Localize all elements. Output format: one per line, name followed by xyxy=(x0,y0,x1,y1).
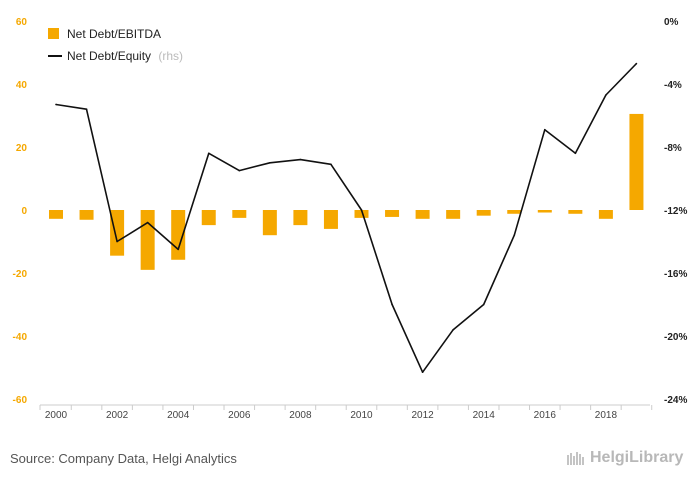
chart: 60 40 20 0 -20 -40 -60 0% -4% -8% -12% -16% -20% -24%… xyxy=(13,17,688,421)
point-net-debt-equity xyxy=(391,303,393,306)
point-net-debt-equity xyxy=(207,152,210,155)
point-net-debt-equity xyxy=(574,152,577,155)
y-left-tick-label: -40 xyxy=(13,332,28,343)
bar-net-debt-ebitda xyxy=(262,210,277,236)
point-net-debt-equity xyxy=(116,240,118,243)
x-tick-label: 2018 xyxy=(595,410,618,421)
point-net-debt-equity xyxy=(544,128,546,131)
line-group xyxy=(55,62,638,374)
x-tick-label: 2012 xyxy=(411,410,434,421)
bar-net-debt-ebitda xyxy=(415,210,430,219)
x-tick-label: 2016 xyxy=(534,410,557,421)
bar-net-debt-ebitda xyxy=(507,210,522,214)
legend-label-bar: Net Debt/EBITDA xyxy=(67,27,161,41)
bar-net-debt-ebitda xyxy=(568,210,583,214)
point-net-debt-equity xyxy=(605,94,607,96)
legend-label-line-name: Net Debt/Equity xyxy=(67,49,151,63)
axes: 60 40 20 0 -20 -40 -60 0% -4% -8% -12% -16% -20% -24%… xyxy=(13,17,688,421)
y-left-tick-label: 40 xyxy=(16,80,28,91)
point-net-debt-equity xyxy=(269,161,271,164)
point-net-debt-equity xyxy=(421,371,424,374)
y-right-tick-label: -24% xyxy=(664,395,687,406)
y-left-tick-label: -60 xyxy=(13,395,28,406)
x-tick-label: 2000 xyxy=(45,410,68,421)
point-net-debt-equity xyxy=(635,62,638,65)
point-net-debt-equity xyxy=(177,248,179,251)
bar-net-debt-ebitda xyxy=(232,210,247,218)
bar-net-debt-ebitda xyxy=(323,210,338,229)
bar-net-debt-ebitda xyxy=(598,210,613,219)
x-tick-label: 2004 xyxy=(167,410,190,421)
bar-net-debt-ebitda xyxy=(354,210,369,218)
source-note: Source: Company Data, Helgi Analytics xyxy=(10,451,237,466)
point-net-debt-equity xyxy=(513,234,516,236)
bar-net-debt-ebitda xyxy=(79,210,94,220)
x-tick-label: 2006 xyxy=(228,410,251,421)
y-left-tick-label: -20 xyxy=(13,269,28,280)
library-icon xyxy=(567,452,584,465)
point-net-debt-equity xyxy=(146,221,149,224)
x-tick-label: 2014 xyxy=(473,410,496,421)
y-right-tick-label: -20% xyxy=(664,332,687,343)
point-net-debt-equity xyxy=(85,108,88,110)
line-net-debt-equity xyxy=(55,62,638,374)
y-left-tick-label: 60 xyxy=(16,17,28,28)
point-net-debt-equity xyxy=(360,209,363,211)
legend-swatch-bar xyxy=(48,28,59,39)
point-net-debt-equity xyxy=(452,328,454,331)
bar-net-debt-ebitda xyxy=(110,210,125,256)
y-right-tick-label: 0% xyxy=(664,17,679,28)
legend-label-line: Net Debt/Equity (rhs) xyxy=(67,49,183,63)
bar-net-debt-ebitda xyxy=(629,113,644,210)
point-net-debt-equity xyxy=(330,163,332,166)
point-net-debt-equity xyxy=(238,169,241,172)
x-tick-label: 2008 xyxy=(289,410,312,421)
y-right-tick-label: -8% xyxy=(664,143,682,154)
bar-net-debt-ebitda xyxy=(49,210,63,219)
legend-label-line-suffix: (rhs) xyxy=(158,49,183,63)
legend: Net Debt/EBITDA Net Debt/Equity (rhs) xyxy=(48,27,183,63)
bars-group xyxy=(49,113,644,270)
brand-text: HelgiLibrary xyxy=(590,449,684,466)
bar-net-debt-ebitda xyxy=(385,210,400,217)
bar-net-debt-ebitda xyxy=(537,210,552,213)
y-left-tick-label: 0 xyxy=(21,206,27,217)
bar-net-debt-ebitda xyxy=(293,210,308,226)
point-net-debt-equity xyxy=(55,103,57,106)
bar-net-debt-ebitda xyxy=(201,210,216,226)
x-tick-label: 2010 xyxy=(350,410,373,421)
y-left-tick-label: 20 xyxy=(16,143,28,154)
point-net-debt-equity xyxy=(482,303,485,306)
x-tick-label: 2002 xyxy=(106,410,129,421)
point-net-debt-equity xyxy=(299,158,302,161)
y-right-tick-label: -16% xyxy=(664,269,687,280)
bar-net-debt-ebitda xyxy=(446,210,461,219)
bar-net-debt-ebitda xyxy=(140,210,155,270)
y-right-tick-label: -12% xyxy=(664,206,687,217)
brand-logo: HelgiLibrary xyxy=(566,449,683,467)
y-right-tick-label: -4% xyxy=(664,80,682,91)
bar-net-debt-ebitda xyxy=(476,210,491,216)
